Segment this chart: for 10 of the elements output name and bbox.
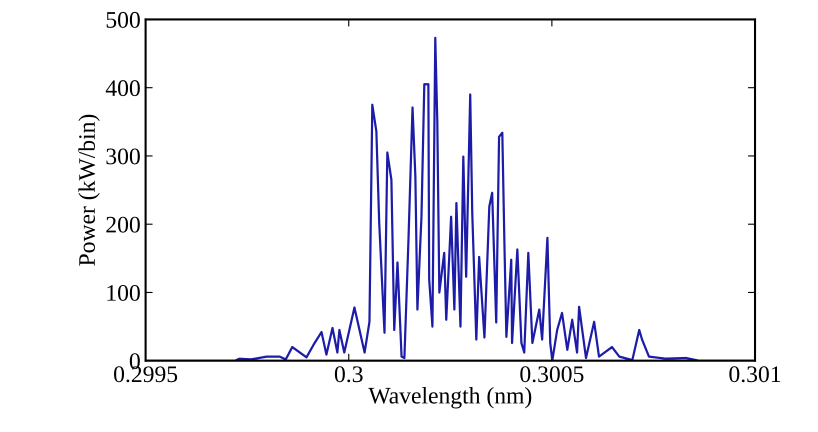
x-tick-label: 0.3005 (520, 366, 584, 382)
x-tick-label: 0.301 (729, 366, 780, 382)
y-axis-title: Power (kW/bin) (78, 114, 100, 266)
y-tick-label: 200 (106, 216, 140, 233)
y-tick-label: 100 (107, 284, 140, 301)
x-tick-label: 0.3 (334, 366, 363, 382)
y-tick-label: 500 (106, 12, 140, 28)
x-axis-title: Wavelength (nm) (368, 386, 532, 408)
y-tick-label: 400 (106, 80, 140, 96)
y-tick-label: 300 (106, 148, 140, 164)
